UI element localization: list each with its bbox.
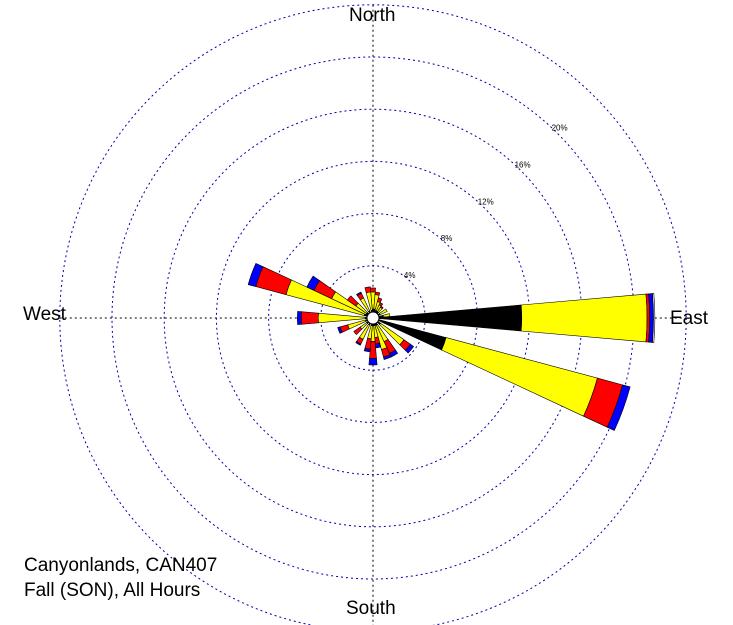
petal-90-band-1 [520, 293, 648, 343]
petal-10-band-2 [374, 291, 381, 296]
petal-110-band-3 [606, 384, 631, 431]
radial-tick-label-4: 4% [404, 271, 416, 280]
petal-60-band-1 [378, 308, 388, 316]
petal-110-band-1 [441, 337, 598, 417]
calm-center [366, 311, 380, 325]
radial-tick-label-8: 8% [441, 234, 453, 243]
petal-270-band-2 [300, 311, 319, 325]
petal-310-band-2 [346, 295, 359, 307]
petal-160-band-3 [383, 354, 392, 360]
chart-title-period: Fall (SON), All Hours [24, 580, 201, 601]
direction-label-east: East [670, 308, 709, 329]
petal-190-band-3 [363, 347, 371, 353]
petal-270-band-1 [317, 312, 366, 324]
petal-0-band-2 [370, 287, 376, 293]
radial-tick-label-16: 16% [515, 160, 531, 169]
direction-label-west: West [23, 304, 66, 325]
direction-label-north: North [349, 5, 396, 26]
petal-130-band-3 [404, 343, 415, 354]
petal-190-band-2 [364, 337, 372, 350]
petal-210-band-3 [355, 341, 362, 346]
petal-300-band-3 [306, 275, 321, 291]
petal-170-band-3 [374, 342, 382, 349]
radial-tick-labels: 4% 8% 12% 16% 20% [404, 123, 568, 280]
petal-270-band-3 [297, 311, 302, 325]
petal-180-band-3 [368, 357, 378, 366]
chart-title-site: Canyonlands, CAN407 [24, 555, 218, 576]
petal-230-band-2 [353, 326, 363, 336]
radial-tick-label-20: 20% [552, 123, 568, 132]
petal-350-band-2 [364, 286, 372, 294]
petal-40-band-2 [380, 305, 384, 310]
petal-30-band-2 [378, 302, 384, 307]
petal-20-band-2 [377, 297, 383, 303]
petal-290-band-3 [247, 263, 264, 287]
petal-250-band-3 [337, 326, 343, 334]
rose-petals [247, 263, 656, 431]
petal-90-band-4 [652, 293, 656, 343]
direction-label-south: South [346, 598, 396, 619]
petal-330-band-3 [356, 291, 362, 297]
radial-tick-label-12: 12% [478, 197, 494, 206]
